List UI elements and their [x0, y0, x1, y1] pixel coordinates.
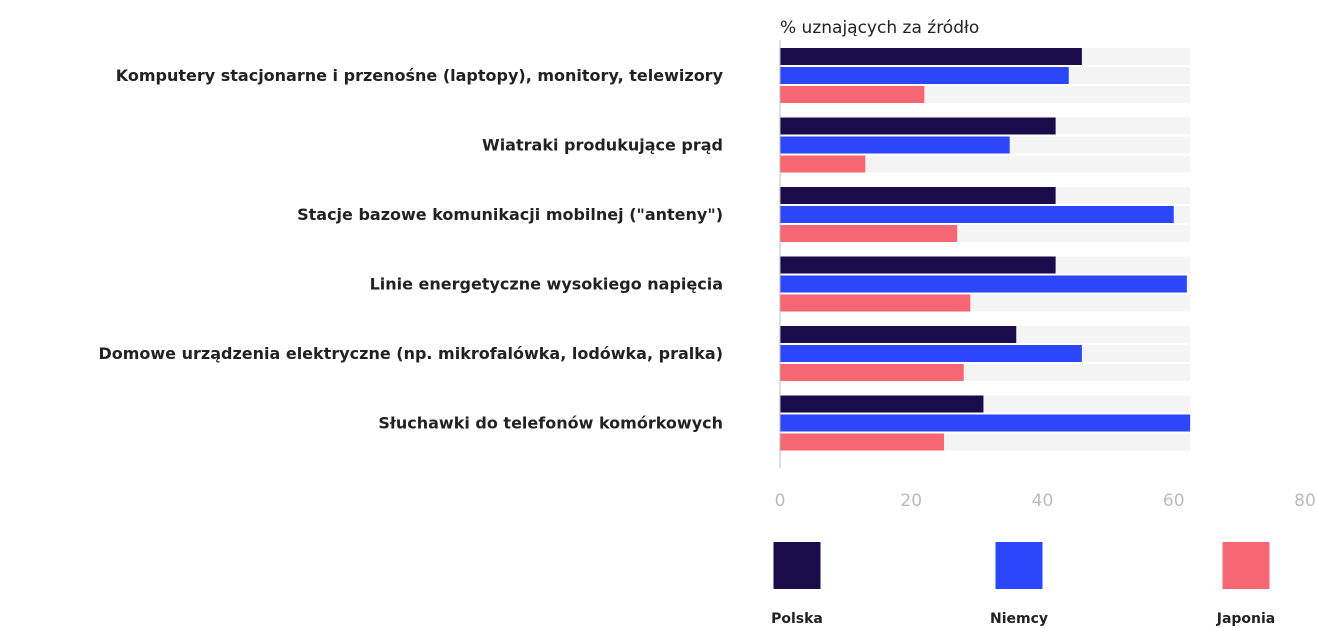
- bar: [780, 294, 971, 312]
- bar: [780, 67, 1069, 84]
- bar: [780, 433, 945, 451]
- bar: [780, 326, 1017, 343]
- bar: [780, 155, 866, 173]
- legend-swatch: [995, 542, 1043, 589]
- legend-label: Polska: [771, 611, 823, 627]
- bar: [780, 187, 1056, 204]
- category-label: Stacje bazowe komunikacji mobilnej ("ant…: [297, 205, 723, 224]
- x-tick-label: 20: [900, 491, 922, 511]
- bar: [780, 136, 1010, 154]
- category-label: Komputery stacjonarne i przenośne (lapto…: [116, 66, 724, 85]
- bar: [780, 395, 984, 413]
- x-tick-label: 80: [1294, 491, 1316, 511]
- bar: [780, 86, 925, 103]
- bar: [780, 275, 1187, 293]
- x-tick-label: 40: [1032, 491, 1054, 511]
- category-label: Linie energetyczne wysokiego napięcia: [370, 275, 723, 294]
- legend-swatch: [1222, 542, 1270, 589]
- bar: [780, 225, 958, 242]
- axis-label: % uznających za źródło: [780, 18, 979, 38]
- bar: [780, 256, 1056, 274]
- bar: [780, 117, 1056, 135]
- x-tick-label: 0: [775, 491, 786, 511]
- bar: [780, 206, 1174, 223]
- category-label: Wiatraki produkujące prąd: [482, 136, 723, 155]
- category-label: Domowe urządzenia elektryczne (np. mikro…: [98, 344, 723, 363]
- bar: [780, 48, 1082, 65]
- category-label: Słuchawki do telefonów komórkowych: [378, 414, 723, 433]
- x-tick-label: 60: [1163, 491, 1185, 511]
- legend-swatch: [773, 542, 821, 589]
- bar: [780, 345, 1082, 362]
- legend-label: Niemcy: [990, 611, 1048, 627]
- bar: [780, 414, 1191, 432]
- legend-label: Japonia: [1216, 611, 1276, 627]
- bar: [780, 364, 964, 381]
- bar-track: [780, 155, 1191, 173]
